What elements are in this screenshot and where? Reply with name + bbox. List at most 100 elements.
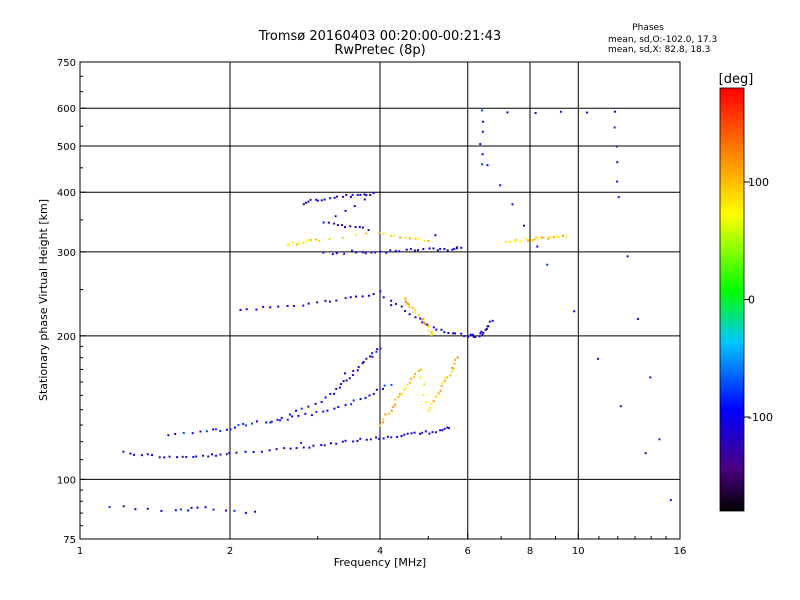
echo-point <box>372 191 375 194</box>
echo-point <box>373 251 376 254</box>
echo-point <box>335 388 338 391</box>
echo-point <box>447 427 450 430</box>
echo-point <box>363 193 366 196</box>
echo-point <box>361 362 364 365</box>
echo-point <box>174 509 177 512</box>
echo-point <box>275 448 278 451</box>
echo-point <box>422 318 425 321</box>
echo-point <box>546 263 549 266</box>
echo-point <box>524 237 527 240</box>
echo-point <box>480 330 483 333</box>
gridlines <box>80 62 680 539</box>
echo-point <box>352 440 355 443</box>
echo-point <box>336 224 339 227</box>
echo-point <box>356 369 359 372</box>
echo-point <box>547 237 550 240</box>
echo-point <box>479 332 482 335</box>
echo-point <box>487 325 490 328</box>
echo-point <box>408 306 411 309</box>
echo-point <box>235 451 238 454</box>
echo-point <box>212 428 215 431</box>
echo-point <box>431 332 434 335</box>
echo-point <box>295 243 298 246</box>
echo-point <box>331 253 334 256</box>
echo-point <box>352 369 355 372</box>
echo-point <box>511 203 514 206</box>
echo-point <box>398 393 401 396</box>
echo-point <box>429 407 432 410</box>
colorbar-label: [deg] <box>719 72 754 87</box>
echo-point <box>669 499 672 502</box>
echo-point <box>626 255 629 258</box>
echo-point <box>255 420 258 423</box>
echo-point <box>408 313 411 316</box>
echo-point <box>388 412 391 415</box>
echo-point <box>291 241 294 244</box>
echo-point <box>559 110 562 113</box>
echo-point <box>443 380 446 383</box>
echo-point <box>481 153 484 156</box>
echo-point <box>419 376 422 379</box>
echo-point <box>423 383 426 386</box>
echo-point <box>134 508 137 511</box>
x-tick-label: 8 <box>527 546 533 557</box>
echo-point <box>368 394 371 397</box>
echo-point <box>122 450 125 453</box>
echo-point <box>160 509 163 512</box>
echo-point <box>195 455 198 458</box>
echo-point <box>434 234 437 237</box>
echo-point <box>382 232 385 235</box>
echo-point <box>289 447 292 450</box>
echo-point <box>536 237 539 240</box>
echo-point <box>338 386 341 389</box>
echo-point <box>443 427 446 430</box>
chart-subtitle: RwPretec (8p) <box>334 43 425 58</box>
echo-point <box>265 421 268 424</box>
echo-point <box>214 428 217 431</box>
echo-point <box>421 321 424 324</box>
echo-point <box>253 510 256 513</box>
echo-point <box>382 296 385 299</box>
echo-point <box>191 432 194 435</box>
echo-point <box>250 422 253 425</box>
echo-point <box>316 199 319 202</box>
echo-point <box>354 225 357 228</box>
echo-point <box>372 392 375 395</box>
echo-point <box>390 299 393 302</box>
echo-point <box>329 392 332 395</box>
echo-point <box>430 333 433 336</box>
echo-point <box>454 332 457 335</box>
echo-point <box>324 396 327 399</box>
echo-point <box>430 331 433 334</box>
echo-point <box>384 413 387 416</box>
echo-point <box>518 240 521 243</box>
echo-point <box>456 356 459 359</box>
echo-point <box>268 449 271 452</box>
echo-point <box>455 246 458 249</box>
echo-point <box>636 317 639 320</box>
echo-point <box>408 237 411 240</box>
echo-point <box>427 239 430 242</box>
echo-point <box>381 421 384 424</box>
echo-point <box>365 357 368 360</box>
echo-point <box>350 403 353 406</box>
y-tick-label: 300 <box>57 248 76 259</box>
echo-point <box>286 304 289 307</box>
echo-point <box>351 193 354 196</box>
echo-point <box>378 424 381 427</box>
echo-point <box>428 247 431 250</box>
y-tick-label: 500 <box>57 142 76 153</box>
echo-point <box>404 237 407 240</box>
echo-point <box>354 233 357 236</box>
echo-point <box>215 454 218 457</box>
echo-point <box>129 452 132 455</box>
echo-point <box>586 111 589 114</box>
echo-point <box>269 306 272 309</box>
echo-point <box>375 350 378 353</box>
echo-point <box>515 238 518 241</box>
echo-point <box>488 320 491 323</box>
echo-point <box>368 294 371 297</box>
echo-point <box>435 431 438 434</box>
echo-point <box>233 426 236 429</box>
echo-point <box>359 437 362 440</box>
